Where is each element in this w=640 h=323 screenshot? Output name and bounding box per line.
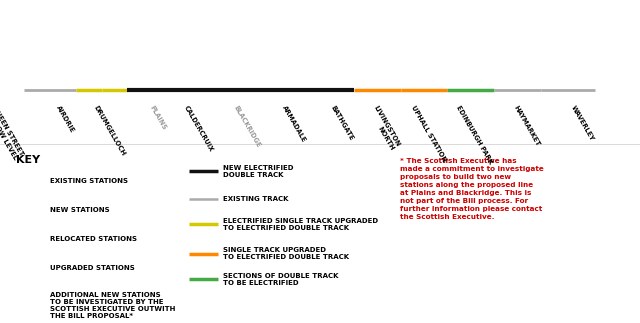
Text: HAYMARKET: HAYMARKET — [513, 105, 541, 148]
Text: QUEEN STREET
LOW LEVEL: QUEEN STREET LOW LEVEL — [0, 105, 24, 160]
Text: WAVERLEY: WAVERLEY — [570, 105, 595, 142]
Text: UPGRADED STATIONS: UPGRADED STATIONS — [50, 265, 134, 271]
Text: SINGLE TRACK UPGRADED
TO ELECTRIFIED DOUBLE TRACK: SINGLE TRACK UPGRADED TO ELECTRIFIED DOU… — [223, 247, 349, 260]
Text: UPHALL STATION: UPHALL STATION — [410, 105, 447, 163]
Text: * The Scottish Executive has
made a commitment to investigate
proposals to build: * The Scottish Executive has made a comm… — [400, 158, 544, 220]
Text: NEW ELECTRIFIED
DOUBLE TRACK: NEW ELECTRIFIED DOUBLE TRACK — [223, 165, 293, 178]
Text: KEY: KEY — [16, 155, 40, 165]
Text: PLAINS: PLAINS — [149, 105, 168, 131]
Text: NEW STATIONS: NEW STATIONS — [50, 207, 109, 213]
Text: ELECTRIFIED SINGLE TRACK UPGRADED
TO ELECTRIFIED DOUBLE TRACK: ELECTRIFIED SINGLE TRACK UPGRADED TO ELE… — [223, 218, 378, 231]
Text: EXISTING STATIONS: EXISTING STATIONS — [50, 178, 128, 184]
Text: CALDERCRUIX: CALDERCRUIX — [183, 105, 214, 153]
Text: EDINBURGH PARK: EDINBURGH PARK — [456, 105, 494, 166]
Text: RELOCATED STATIONS: RELOCATED STATIONS — [50, 236, 137, 242]
Text: SECTIONS OF DOUBLE TRACK
TO BE ELECTRIFIED: SECTIONS OF DOUBLE TRACK TO BE ELECTRIFI… — [223, 273, 338, 286]
Text: BLACKRIDGE: BLACKRIDGE — [232, 105, 261, 149]
Text: ARMADALE: ARMADALE — [282, 105, 307, 144]
Text: AIRDRIE: AIRDRIE — [55, 105, 76, 134]
Text: EXISTING TRACK: EXISTING TRACK — [223, 196, 288, 202]
Text: DRUMGELLOCH: DRUMGELLOCH — [93, 105, 127, 157]
Text: LIVINGSTON
NORTH: LIVINGSTON NORTH — [366, 105, 401, 151]
Text: BATHGATE: BATHGATE — [329, 105, 354, 142]
Text: ADDITIONAL NEW STATIONS
TO BE INVESTIGATED BY THE
SCOTTISH EXECUTIVE OUTWITH
THE: ADDITIONAL NEW STATIONS TO BE INVESTIGAT… — [50, 292, 175, 319]
